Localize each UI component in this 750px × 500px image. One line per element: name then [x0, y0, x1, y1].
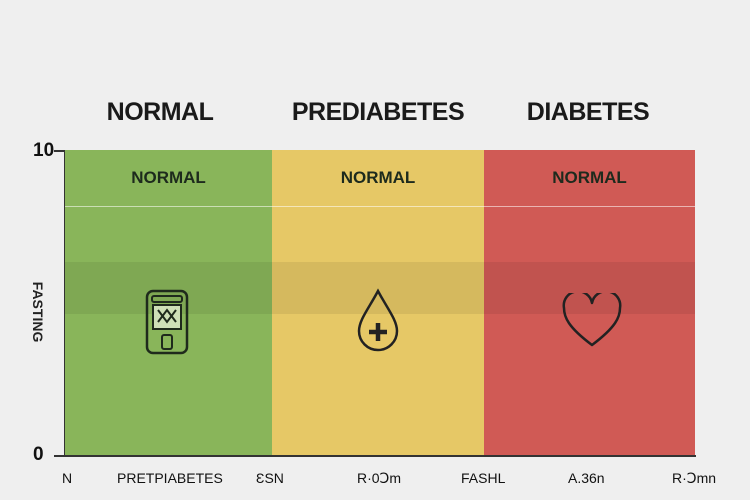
y-axis-bottom-mark: [54, 455, 66, 457]
x-tick: A.36n: [568, 470, 605, 486]
x-tick: R·Ↄmn: [672, 470, 717, 486]
x-tick: FASHL: [461, 470, 506, 486]
x-tick: ƐSN: [256, 470, 284, 486]
y-tick-bottom: 0: [33, 444, 44, 465]
glucose-meter-icon: [145, 289, 189, 355]
header-diabetes: DIABETES: [526, 98, 650, 126]
zone-label: NORMAL: [552, 168, 627, 187]
header-prediabetes: PREDIABETES: [291, 98, 465, 126]
y-tick-top: 10: [33, 140, 55, 161]
gridline: [65, 206, 695, 207]
zone-label: NORMAL: [131, 168, 206, 187]
y-axis-label: FASTING: [30, 281, 46, 343]
heart-icon: [562, 293, 622, 347]
x-tick: R·0Ↄm: [357, 470, 402, 486]
zone-label: NORMAL: [340, 168, 416, 187]
x-tick: N: [62, 470, 73, 486]
risk-zone-chart: NORMAL NORMAL NORMAL: [65, 150, 695, 455]
header-normal: NORMAL: [106, 98, 214, 126]
y-axis-top-mark: [54, 150, 66, 152]
zone-prediabetes: NORMAL: [272, 150, 484, 455]
category-headers: NORMAL PREDIABETES DIABETES: [0, 98, 750, 138]
x-axis-line: [64, 455, 696, 457]
blood-drop-plus-icon: [357, 288, 399, 352]
zone-diabetes: NORMAL: [484, 150, 695, 455]
x-tick: PRETPIABETES: [117, 470, 223, 486]
